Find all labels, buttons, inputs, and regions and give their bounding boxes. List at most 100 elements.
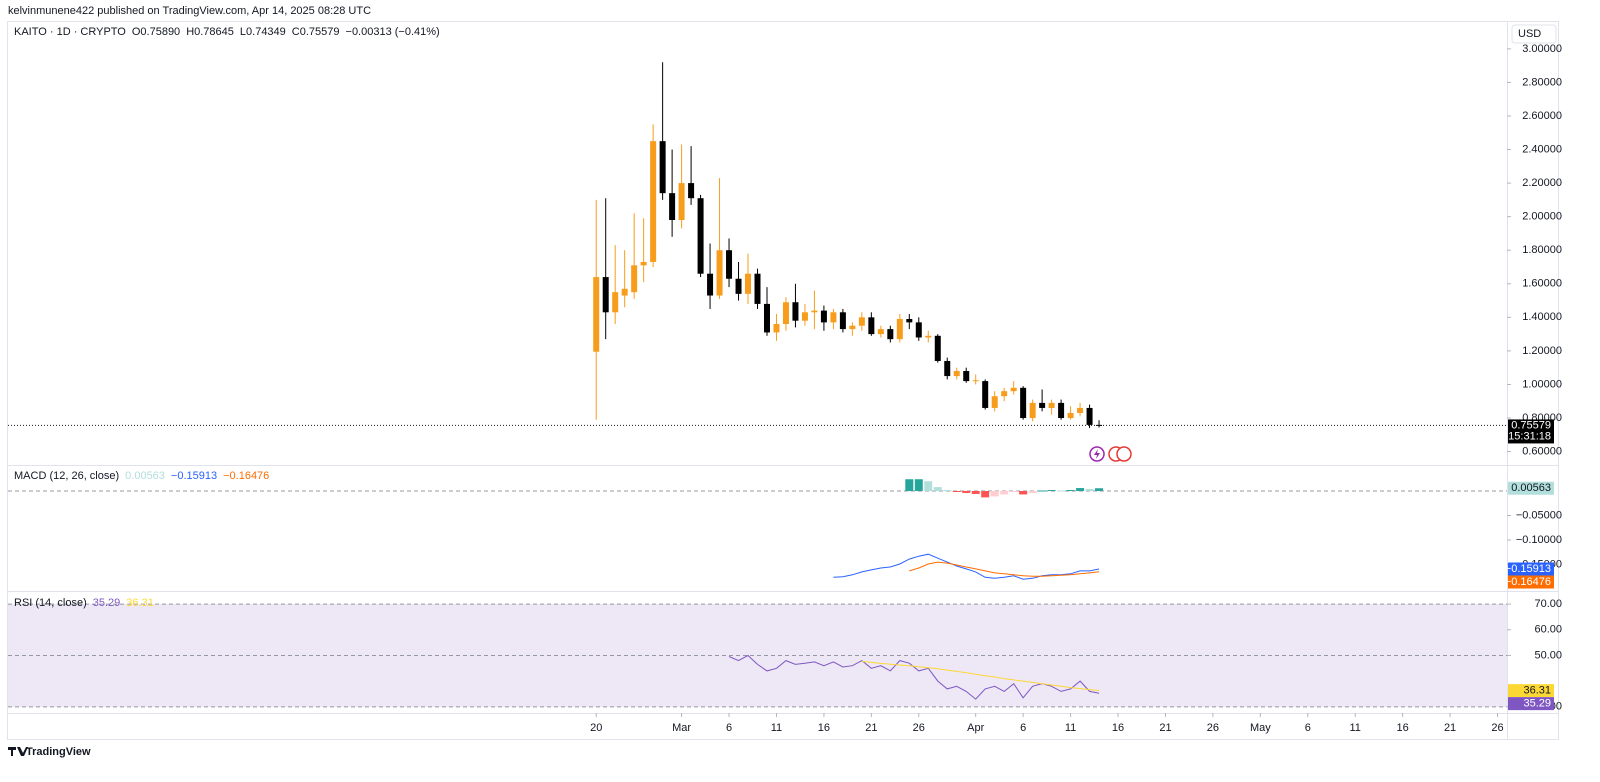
candle-body: [1077, 407, 1084, 413]
currency: USD: [1518, 28, 1541, 40]
x-tick-label: 11: [771, 722, 782, 734]
value-box: [1508, 481, 1554, 495]
legend-item: C0.75579: [291, 26, 340, 38]
histogram-bar: [990, 491, 999, 497]
y-tick-label: 2.40000: [1522, 143, 1562, 155]
x-tick-label: 16: [1112, 722, 1124, 734]
value-box: [1508, 562, 1554, 576]
countdown: 15:31:18: [1508, 430, 1551, 442]
event-icon[interactable]: [1116, 446, 1132, 462]
histogram-bar: [1076, 488, 1085, 491]
candle-body: [707, 273, 714, 296]
y-tick-label: 60.00: [1534, 624, 1562, 636]
candle-body: [688, 183, 695, 199]
histogram-bar: [1009, 491, 1018, 492]
legend-value: −0.15913: [170, 470, 218, 482]
x-tick-label: 6: [1020, 722, 1026, 734]
candle-body: [631, 265, 638, 293]
legend-item: O0.75890: [131, 26, 181, 38]
histogram-bar: [924, 481, 933, 491]
histogram-bar: [914, 479, 923, 491]
currency-box[interactable]: [1511, 24, 1557, 44]
candle-body: [1058, 402, 1065, 419]
candle-body: [915, 322, 922, 338]
value-box-label: −0.16476: [1505, 576, 1551, 588]
rsi-line: [861, 660, 1100, 692]
symbol[interactable]: KAITO · 1D · CRYPTO: [14, 26, 126, 38]
candle-body: [953, 371, 960, 377]
histogram-bar: [1047, 490, 1056, 492]
candle-body: [612, 292, 619, 313]
y-tick-label: 2.60000: [1522, 110, 1562, 122]
x-tick-label: 11: [1065, 722, 1076, 734]
value-box-label: 36.31: [1523, 685, 1551, 697]
y-tick-label: 1.00000: [1522, 378, 1562, 390]
legend-value: 35.29: [92, 597, 121, 609]
x-tick-label: 21: [1159, 722, 1171, 734]
candle-body: [1086, 407, 1093, 425]
candle-body: [991, 396, 998, 408]
y-tick-label: 1.40000: [1522, 311, 1562, 323]
histogram-bar: [1019, 491, 1028, 495]
candle-body: [754, 273, 761, 304]
header: kelvinmunene422 published on TradingView…: [8, 5, 371, 17]
histogram-bar: [943, 490, 952, 492]
legend-item: L0.74349: [239, 26, 286, 38]
candle-body: [944, 360, 951, 377]
main-legend: KAITO · 1D · CRYPTO O0.75890 H0.78645 L0.74…: [14, 26, 440, 38]
rsi-title[interactable]: RSI (14, close): [14, 597, 87, 609]
candle-body: [593, 277, 600, 352]
candle-body: [1048, 402, 1055, 408]
histogram-bar: [1095, 488, 1104, 491]
histogram-bar: [1066, 490, 1075, 492]
macd-title[interactable]: MACD (12, 26, close): [14, 470, 120, 482]
x-tick-label: Mar: [672, 722, 691, 734]
candle-body: [820, 310, 827, 323]
histogram-bar: [952, 491, 961, 492]
rsi-line: [728, 654, 1100, 700]
candle-body: [1096, 424, 1103, 426]
header-text: kelvinmunene422 published on TradingView…: [8, 5, 372, 17]
y-tick-label: 1.20000: [1522, 345, 1562, 357]
candle-body: [773, 324, 780, 333]
y-tick-label: 2.00000: [1522, 211, 1562, 223]
event-icons[interactable]: [1089, 446, 1132, 462]
x-tick-label: 26: [1207, 722, 1219, 734]
candle-body: [972, 380, 979, 382]
candle-body: [669, 193, 676, 221]
candle-body: [763, 303, 770, 333]
y-tick-label: 1.60000: [1522, 278, 1562, 290]
candle-body: [1020, 387, 1027, 419]
value-box: [1508, 697, 1554, 711]
last-price-label: 0.75579: [1511, 419, 1551, 431]
candle-body: [963, 371, 970, 382]
histogram-bar: [933, 487, 942, 491]
candle-body: [678, 183, 685, 221]
x-tick-label: 16: [1397, 722, 1409, 734]
legend-value: 36.31: [126, 597, 154, 609]
candle-body: [1029, 402, 1036, 419]
candle-body: [1067, 412, 1074, 419]
x-tick-label: 26: [1491, 722, 1503, 734]
candle-body: [887, 329, 894, 340]
value-box-label: 0.00563: [1511, 482, 1551, 494]
y-tick-label: 1.80000: [1522, 244, 1562, 256]
x-tick-label: Apr: [967, 722, 984, 734]
value-box: [1508, 684, 1554, 698]
candle-body: [811, 310, 818, 313]
candle-body: [982, 381, 989, 408]
event-glyph: [1094, 449, 1100, 459]
y-tick-label: 3.00000: [1522, 43, 1562, 55]
logo-mark: [8, 747, 28, 756]
candle-body: [839, 312, 846, 330]
candle-body: [830, 312, 837, 323]
histogram-bar: [1038, 490, 1047, 492]
legend-item: −0.00313 (−0.41%): [345, 26, 440, 38]
candle-body: [1001, 391, 1008, 397]
candle-body: [650, 141, 657, 262]
logo: [8, 747, 28, 756]
x-tick-label: 20: [590, 722, 602, 734]
candle-body: [697, 198, 704, 274]
rsi-legend: RSI (14, close) 35.29 36.31: [14, 597, 154, 609]
candle-body: [659, 141, 666, 194]
